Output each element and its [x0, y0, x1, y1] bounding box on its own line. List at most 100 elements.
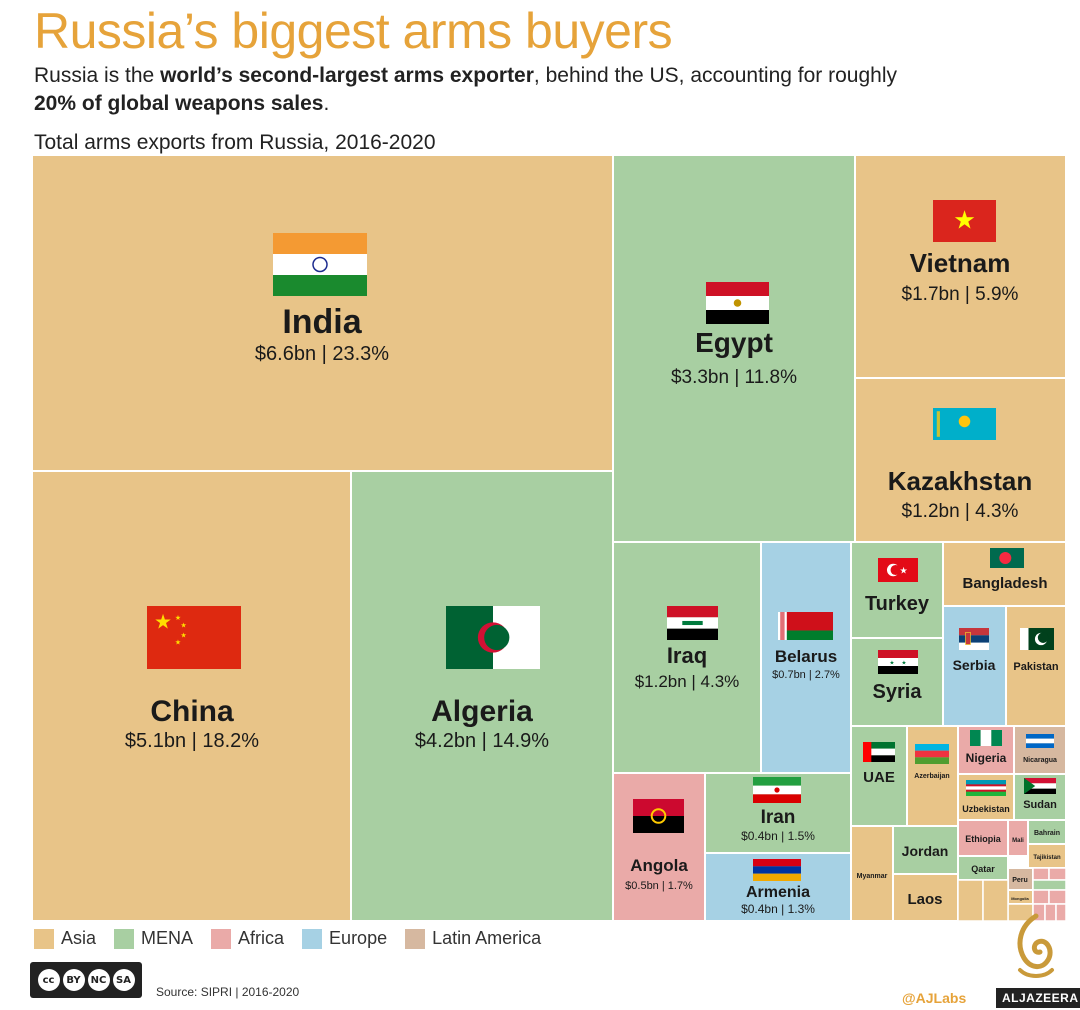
treemap-rect-myanmar — [850, 825, 894, 922]
treemap-rect-china — [32, 470, 352, 922]
treemap-rect-serbia — [942, 605, 1007, 727]
cc-sa-icon: SA — [112, 969, 135, 991]
value-label-iran: $0.4bn | 1.5% — [741, 829, 815, 843]
nigeria-flag-icon — [970, 730, 1002, 746]
country-label-laos: Laos — [907, 891, 942, 908]
value-label-iraq: $1.2bn | 4.3% — [635, 672, 740, 691]
country-label-turkey: Turkey — [865, 593, 930, 615]
treemap-rect-kazakhstan — [854, 377, 1066, 543]
treemap-cell-bangladesh: Bangladesh — [942, 541, 1066, 607]
bangladesh-flag-icon — [990, 548, 1024, 568]
treemap-rect-turkey — [850, 541, 944, 639]
treemap-rect-azerbaijan — [906, 725, 959, 827]
pakistan-flag-icon — [1020, 628, 1054, 650]
treemap-cell-syria: ★ ★ Syria — [850, 637, 944, 727]
country-label-serbia: Serbia — [953, 657, 996, 673]
country-label-peru: Peru — [1012, 877, 1028, 884]
treemap-cell-mongolia: Mongolia — [1007, 889, 1034, 905]
country-label-bangladesh: Bangladesh — [962, 575, 1047, 592]
subtitle-bold-share: 20% of global weapons sales — [34, 92, 324, 115]
country-label-uzbekistan: Uzbekistan — [962, 804, 1010, 814]
treemap-cell-pakistan: Pakistan — [1005, 605, 1066, 727]
country-label-vietnam: Vietnam — [910, 248, 1011, 278]
turkey-flag-icon: ★ — [878, 558, 918, 582]
treemap-cell-iran: Iran$0.4bn | 1.5% — [704, 772, 852, 854]
subtitle-text: Russia is the — [34, 64, 161, 87]
treemap-minor-tile — [982, 879, 1009, 922]
country-label-belarus: Belarus — [775, 647, 837, 666]
svg-text:★: ★ — [181, 623, 187, 630]
country-label-jordan: Jordan — [902, 843, 949, 859]
svg-text:★: ★ — [901, 659, 906, 666]
treemap-cell-china: ★ ★★★★China$5.1bn | 18.2% — [32, 470, 352, 922]
legend-swatch-europe — [302, 928, 323, 949]
legend-item-asia: Asia — [34, 928, 96, 949]
angola-flag-icon — [633, 799, 684, 833]
china-flag-icon: ★ ★★★★ — [147, 606, 241, 669]
country-label-uae: UAE — [863, 769, 895, 786]
treemap-minor-tile — [957, 879, 984, 922]
brand-wordmark: ALJAZEERA — [996, 988, 1080, 1008]
treemap-cell-algeria: Algeria$4.2bn | 14.9% — [350, 470, 614, 922]
treemap-rect-belarus — [760, 541, 852, 774]
treemap-rect-egypt — [612, 155, 856, 543]
treemap-rect-angola — [612, 772, 706, 922]
country-label-india: India — [282, 303, 362, 341]
legend-label-asia: Asia — [61, 928, 97, 948]
value-label-vietnam: $1.7bn | 5.9% — [902, 284, 1019, 305]
treemap-rect-laos — [892, 873, 959, 922]
country-label-azerbaijan: Azerbaijan — [914, 773, 949, 780]
treemap-rect-algeria — [350, 470, 614, 922]
iran-flag-icon — [753, 777, 801, 803]
legend-item-mena: MENA — [114, 928, 193, 949]
treemap-minor-tile — [1032, 867, 1050, 881]
subtitle-period: . — [323, 92, 330, 115]
legend-label-europe: Europe — [329, 928, 388, 948]
subtitle-bold-exporter: world’s second-largest arms exporter — [160, 64, 534, 87]
country-label-mongolia: Mongolia — [1011, 896, 1029, 901]
country-label-nigeria: Nigeria — [966, 751, 1007, 765]
treemap-cell-vietnam: ★ Vietnam $1.7bn | 5.9% — [854, 155, 1066, 379]
vietnam-flag-icon: ★ — [933, 200, 996, 242]
serbia-flag-icon — [959, 628, 989, 650]
treemap-cell-tajikistan: Tajikistan — [1027, 843, 1066, 869]
chart-label: Total arms exports from Russia, 2016-202… — [34, 131, 436, 154]
treemap-cell-serbia: Serbia — [942, 605, 1007, 727]
legend-label-latin-america: Latin America — [432, 928, 542, 948]
svg-text:★: ★ — [900, 565, 908, 575]
azerbaijan-flag-icon — [915, 744, 949, 764]
legend-item-latin-america: Latin America — [405, 928, 541, 949]
treemap-cell-myanmar: Myanmar — [850, 825, 894, 922]
treemap-cell-laos: Laos — [892, 873, 959, 922]
treemap-cell-india: India$6.6bn | 23.3% — [32, 155, 614, 472]
svg-text:★: ★ — [175, 615, 181, 622]
country-label-myanmar: Myanmar — [857, 873, 888, 880]
cc-nc-icon: NC — [87, 969, 110, 991]
treemap-minor-tile — [1055, 903, 1066, 922]
treemap-chart: India$6.6bn | 23.3%★ ★★★★China$5.1bn | 18… — [32, 155, 1066, 922]
svg-text:★: ★ — [154, 612, 172, 634]
treemap-cell-bahrain: Bahrain — [1027, 819, 1066, 845]
treemap-rect-india — [32, 155, 614, 472]
value-label-india: $6.6bn | 23.3% — [255, 343, 389, 365]
country-label-syria: Syria — [873, 681, 923, 703]
legend-label-mena: MENA — [141, 928, 194, 948]
iraq-flag-icon — [667, 606, 718, 640]
belarus-flag-icon — [778, 612, 833, 640]
legend-swatch-mena — [114, 928, 135, 949]
algeria-flag-icon — [446, 606, 540, 669]
source-note: Source: SIPRI | 2016-2020 — [156, 985, 300, 999]
value-label-algeria: $4.2bn | 14.9% — [415, 730, 549, 752]
armenia-flag-icon — [753, 859, 801, 881]
country-label-algeria: Algeria — [431, 695, 533, 728]
treemap-cell-uae: UAE — [850, 725, 908, 827]
country-label-angola: Angola — [630, 856, 688, 875]
svg-text:★: ★ — [889, 659, 894, 666]
treemap-cell-ethiopia: Ethiopia — [957, 819, 1009, 857]
svg-text:★: ★ — [181, 633, 187, 640]
country-label-pakistan: Pakistan — [1013, 661, 1059, 673]
treemap-rect-pakistan — [1005, 605, 1066, 727]
aljazeera-logo-icon — [1017, 913, 1054, 978]
cc-icon: cc — [37, 969, 60, 991]
legend-label-africa: Africa — [238, 928, 285, 948]
